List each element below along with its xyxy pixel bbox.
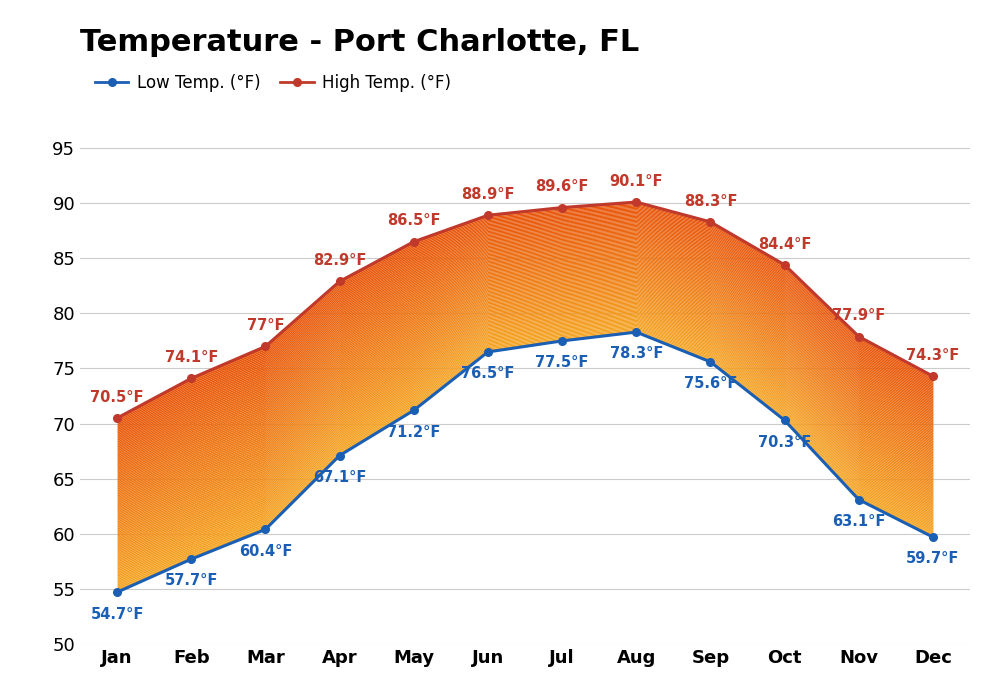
Text: 71.2°F: 71.2°F <box>387 425 440 440</box>
Text: 76.5°F: 76.5°F <box>461 366 515 382</box>
Text: 54.7°F: 54.7°F <box>90 606 144 622</box>
Text: 84.4°F: 84.4°F <box>758 237 811 251</box>
Text: 63.1°F: 63.1°F <box>832 514 885 529</box>
Text: 82.9°F: 82.9°F <box>313 253 366 268</box>
Text: 88.9°F: 88.9°F <box>461 187 515 202</box>
Text: 78.3°F: 78.3°F <box>610 346 663 361</box>
Text: 74.3°F: 74.3°F <box>906 348 960 363</box>
Text: 59.7°F: 59.7°F <box>906 552 960 566</box>
Text: 57.7°F: 57.7°F <box>165 573 218 589</box>
Text: 89.6°F: 89.6°F <box>535 179 589 195</box>
Text: 88.3°F: 88.3°F <box>684 194 737 209</box>
Text: 90.1°F: 90.1°F <box>610 174 663 189</box>
Text: 77.9°F: 77.9°F <box>832 308 885 323</box>
Text: 86.5°F: 86.5°F <box>387 214 440 228</box>
Text: 75.6°F: 75.6°F <box>684 376 737 391</box>
Text: 77°F: 77°F <box>247 318 284 333</box>
Text: Temperature - Port Charlotte, FL: Temperature - Port Charlotte, FL <box>80 28 639 57</box>
Text: 60.4°F: 60.4°F <box>239 544 292 559</box>
Text: 67.1°F: 67.1°F <box>313 470 366 485</box>
Text: 70.5°F: 70.5°F <box>90 390 144 405</box>
Text: 74.1°F: 74.1°F <box>165 350 218 365</box>
Text: 77.5°F: 77.5°F <box>535 355 589 370</box>
Text: 70.3°F: 70.3°F <box>758 435 811 449</box>
Legend: Low Temp. (°F), High Temp. (°F): Low Temp. (°F), High Temp. (°F) <box>88 67 458 98</box>
